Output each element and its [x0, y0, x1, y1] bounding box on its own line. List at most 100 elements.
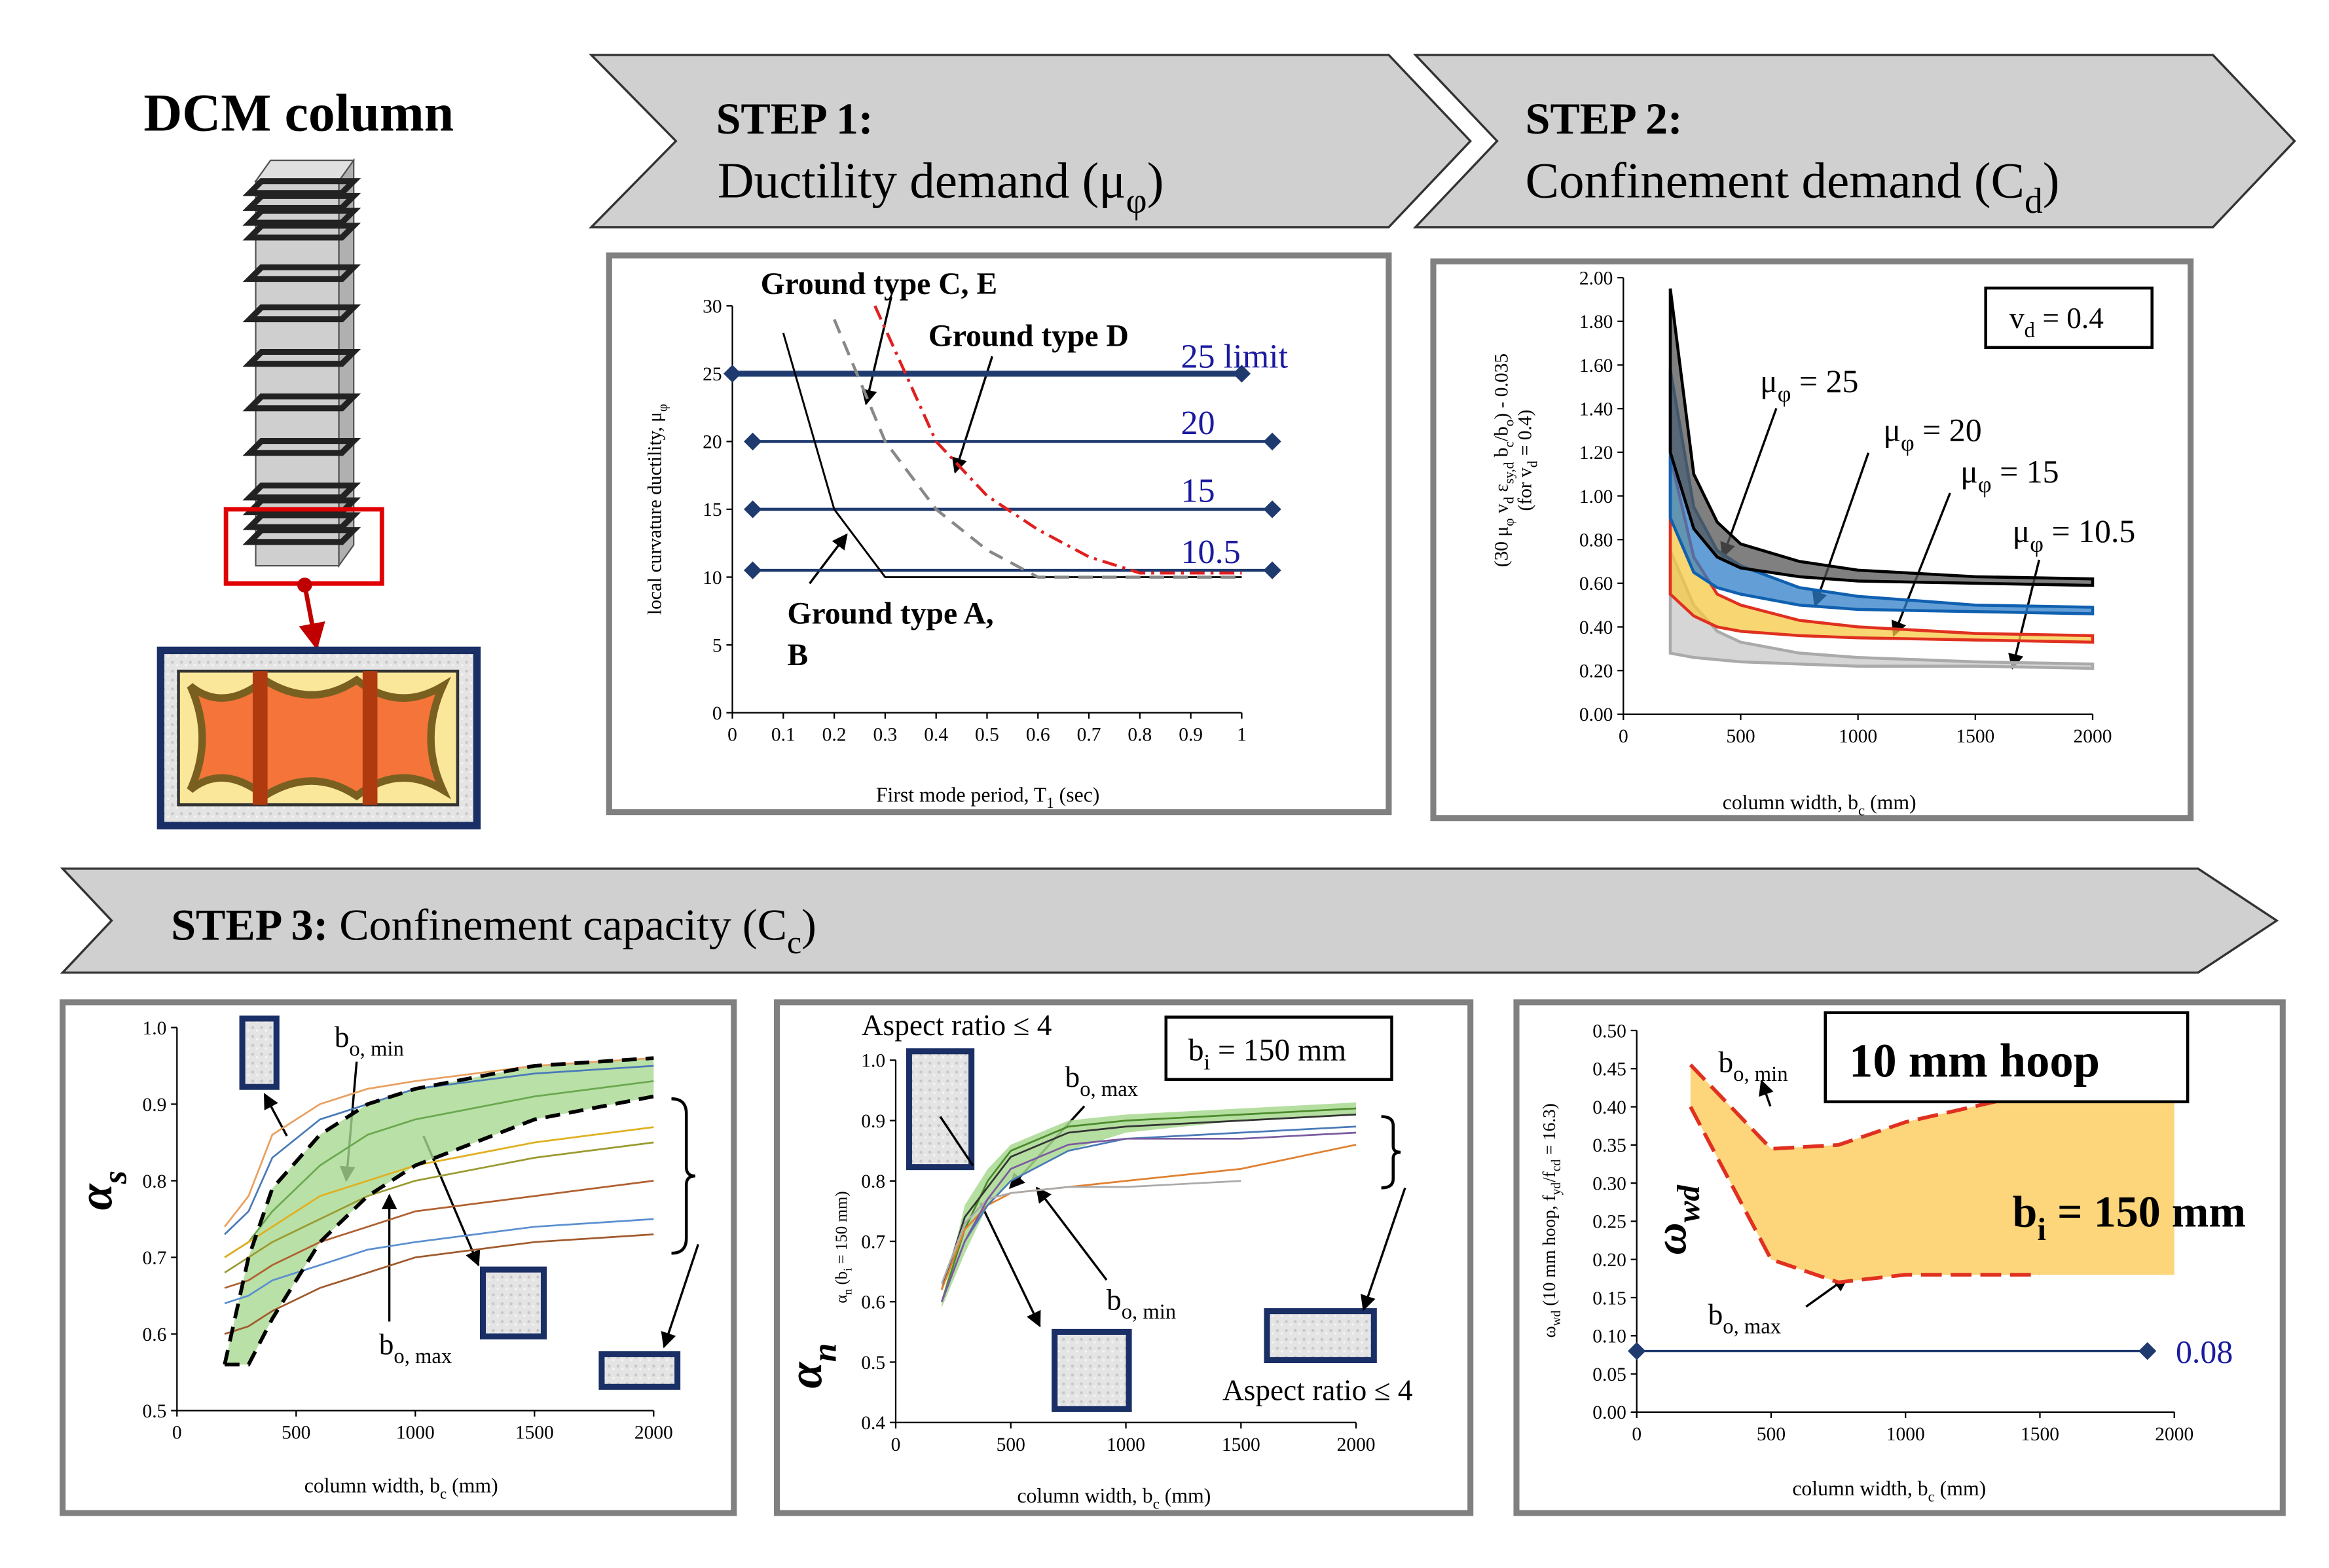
y-axis-label-part: d [1525, 460, 1541, 467]
x-axis-label: column width, bc (mm) [304, 1474, 498, 1502]
y-axis-label-part: (for v [1515, 467, 1536, 511]
annotation: Ground type D [928, 319, 1129, 353]
annotation-part: b [335, 1021, 350, 1053]
y-tick-label: 0.40 [1592, 1097, 1626, 1118]
x-tick-label: 1000 [396, 1423, 435, 1444]
annotation-part: o, max [394, 1345, 452, 1368]
limit-marker [1263, 500, 1281, 519]
step-text-part: c [787, 924, 801, 960]
x-axis-label-part: (mm) [447, 1474, 498, 1497]
y-tick-label: 30 [703, 297, 722, 318]
y-axis-label-part: cd [1550, 1159, 1564, 1172]
x-tick-label: 1000 [1886, 1424, 1925, 1445]
capacity-curve [224, 1126, 654, 1258]
x-axis-label-part: (mm) [1935, 1477, 1986, 1500]
step-text-part: Ductility demand (μ [718, 153, 1126, 209]
x-tick-label: 1 [1237, 725, 1247, 746]
capacity-curve [224, 1080, 654, 1258]
ductility-curve [873, 305, 1242, 575]
limit-marker [1232, 365, 1251, 383]
axis-symbol-part: α [69, 1182, 122, 1210]
y-axis-label-part: α [833, 1295, 851, 1304]
y-tick-label: 1.40 [1579, 399, 1613, 420]
x-tick-label: 0.6 [1026, 725, 1050, 746]
band-label: μφ = 20 [1883, 412, 1981, 456]
x-tick-label: 0.8 [1128, 725, 1152, 746]
y-axis-label-part: n [841, 1289, 854, 1295]
step-label: STEP 3: [171, 900, 328, 950]
y-tick-label: 0.7 [143, 1248, 167, 1269]
y-tick-label: 0.35 [1592, 1135, 1626, 1156]
y-tick-label: 1.0 [861, 1051, 885, 1072]
y-tick-label: 1.80 [1579, 312, 1613, 333]
y-tick-label: 0.50 [1592, 1021, 1626, 1042]
x-tick-label: 2000 [2074, 726, 2112, 747]
step-text-part: ) [2043, 153, 2060, 209]
y-tick-label: 25 [703, 364, 722, 385]
x-tick-label: 1500 [1956, 726, 1994, 747]
y-tick-label: 0.05 [1592, 1364, 1626, 1385]
axis-symbol: ωwd [1646, 1184, 1706, 1255]
x-axis-label: column width, bc (mm) [1723, 791, 1916, 819]
x-tick-label: 0.3 [873, 725, 897, 746]
limit-marker [1263, 432, 1281, 450]
y-tick-label: 0.9 [861, 1111, 885, 1132]
capacity-band [1690, 1065, 2174, 1283]
big-label: bi = 150 mm [2013, 1186, 2246, 1247]
x-tick-label: 2000 [2155, 1424, 2193, 1445]
y-axis-label-part: i [841, 1268, 854, 1271]
x-axis-label-part: c [440, 1486, 447, 1502]
step-label-3: STEP 3: Confinement capacity (Cc) [171, 900, 816, 960]
band-label-part: φ [2030, 531, 2044, 557]
y-tick-label: 2.00 [1579, 268, 1613, 289]
y-axis-label-part: o [1501, 420, 1516, 427]
column-drawing [156, 158, 481, 830]
x-axis-label-part: column width, b [1017, 1484, 1152, 1507]
x-tick-label: 1000 [1107, 1434, 1145, 1455]
demand-band [1668, 456, 2095, 644]
x-axis-label: column width, bc (mm) [1017, 1484, 1211, 1512]
limit-label: 0.08 [2176, 1334, 2233, 1370]
x-axis-label-part: column width, b [1723, 791, 1858, 814]
y-tick-label: 0.9 [143, 1095, 167, 1116]
y-tick-label: 0.60 [1579, 574, 1613, 594]
annotation: bo, min [1107, 1283, 1176, 1324]
band-label: μφ = 15 [1960, 454, 2059, 498]
y-tick-label: 0.15 [1592, 1288, 1626, 1309]
x-tick-label: 0 [891, 1434, 901, 1455]
y-tick-label: 0.5 [143, 1401, 167, 1422]
y-axis-label-part: wd [1550, 1310, 1564, 1326]
y-axis-label-part: b [1491, 448, 1512, 462]
axis-symbol: αs [69, 1171, 134, 1211]
band-edge [223, 1056, 654, 1365]
x-axis-label-part: First mode period, T [876, 784, 1046, 807]
annotation: bo, min [335, 1021, 404, 1061]
x-tick-label: 0.4 [924, 725, 948, 746]
capacity-curve [224, 1233, 654, 1335]
legend-box [1824, 1011, 2190, 1104]
y-axis-label: (for vd = 0.4) [1515, 410, 1541, 511]
legend-text-part: b [1188, 1033, 1204, 1067]
y-tick-label: 15 [703, 500, 722, 520]
band-label-part: = 10.5 [2044, 513, 2135, 549]
annotation: B [787, 638, 808, 672]
panel [1430, 258, 2194, 822]
step-text-part: ) [1147, 153, 1164, 209]
y-tick-label: 0.20 [1579, 661, 1613, 682]
panel [774, 999, 1474, 1516]
x-tick-label: 1500 [515, 1423, 554, 1444]
legend-text: bi = 150 mm [1188, 1033, 1346, 1074]
x-axis-label-part: 1 [1046, 795, 1054, 811]
y-tick-label: 0 [712, 703, 722, 724]
x-tick-label: 2000 [634, 1423, 673, 1444]
band-label-part: φ [1901, 430, 1915, 456]
band-edge [225, 1094, 654, 1367]
step-text-part: Confinement capacity (C [328, 900, 787, 950]
layout [60, 54, 2296, 1516]
y-axis-label-part: (b [833, 1271, 851, 1289]
y-tick-label: 0.8 [861, 1171, 885, 1192]
x-axis-label-part: (mm) [1160, 1484, 1211, 1507]
band-label-part: = 20 [1915, 412, 1982, 448]
step-text-part: d [2025, 181, 2043, 221]
